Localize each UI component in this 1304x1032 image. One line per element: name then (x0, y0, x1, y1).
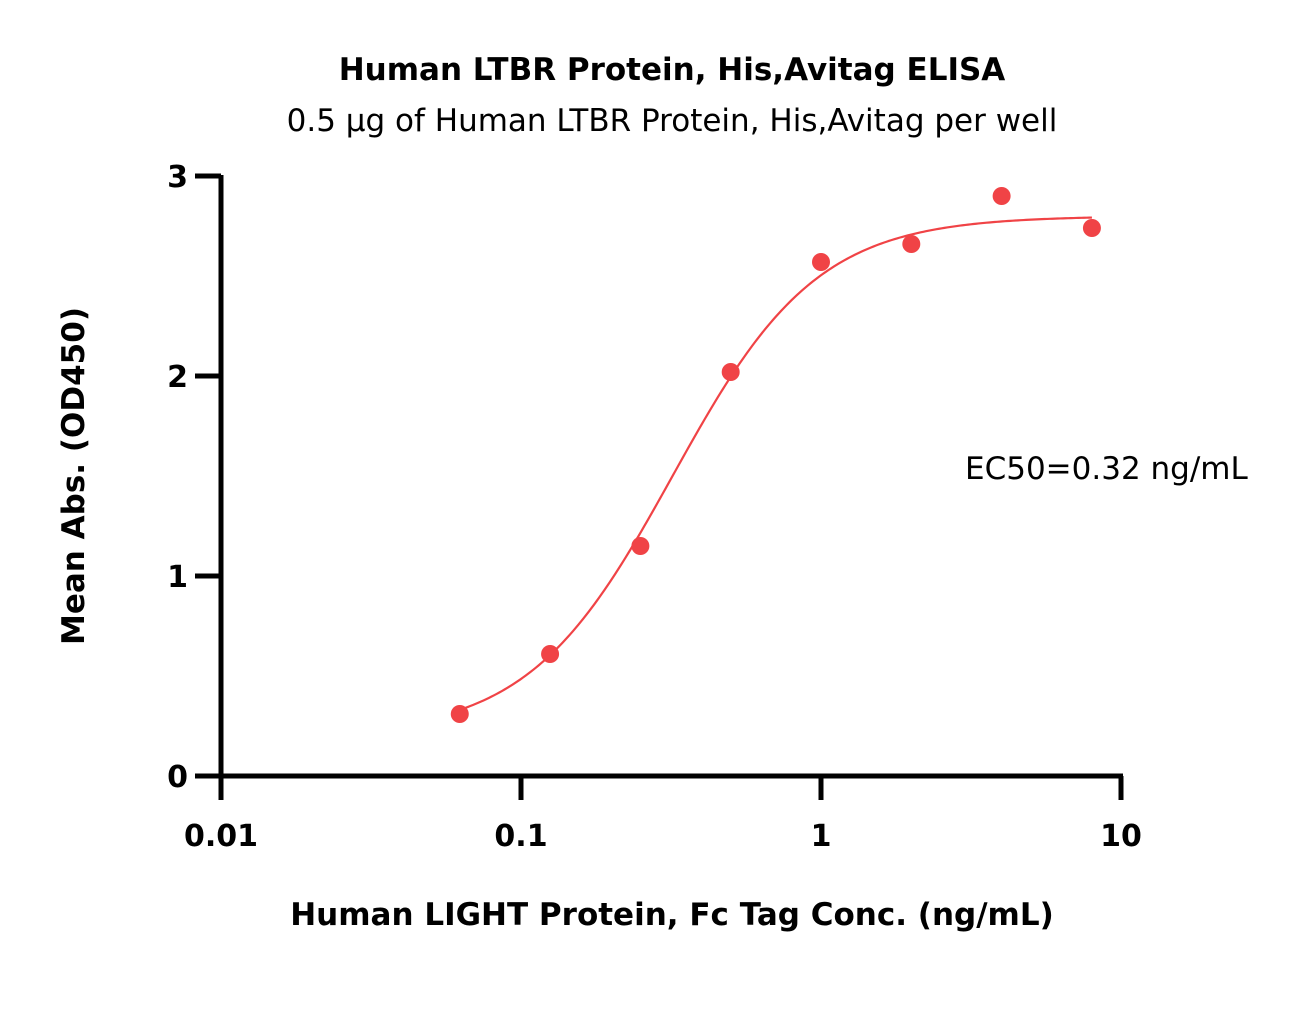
chart-subtitle: 0.5 µg of Human LTBR Protein, His,Avitag… (287, 103, 1058, 139)
y-tick-label: 1 (167, 560, 188, 595)
x-tick-label: 10 (1100, 819, 1142, 854)
data-point (631, 537, 650, 555)
y-tick-label: 0 (167, 760, 188, 795)
data-point (1082, 219, 1101, 237)
x-tick-label: 0.1 (494, 819, 547, 854)
y-tick-label: 3 (167, 160, 188, 195)
data-point (541, 645, 560, 663)
y-axis-title: Mean Abs. (OD450) (56, 307, 92, 645)
x-axis-title: Human LIGHT Protein, Fc Tag Conc. (ng/mL… (290, 897, 1054, 933)
y-tick-label: 2 (167, 360, 188, 395)
x-tick-label: 0.01 (184, 819, 258, 854)
fit-curve (459, 216, 1092, 711)
x-tick-label: 1 (811, 819, 832, 854)
data-point (902, 235, 921, 253)
ec50-annotation: EC50=0.32 ng/mL (965, 451, 1248, 487)
data-point (812, 253, 830, 271)
data-point (992, 187, 1011, 205)
data-point (450, 705, 469, 723)
data-point (721, 363, 740, 381)
axes (218, 175, 1123, 779)
chart-title: Human LTBR Protein, His,Avitag ELISA (339, 52, 1006, 88)
